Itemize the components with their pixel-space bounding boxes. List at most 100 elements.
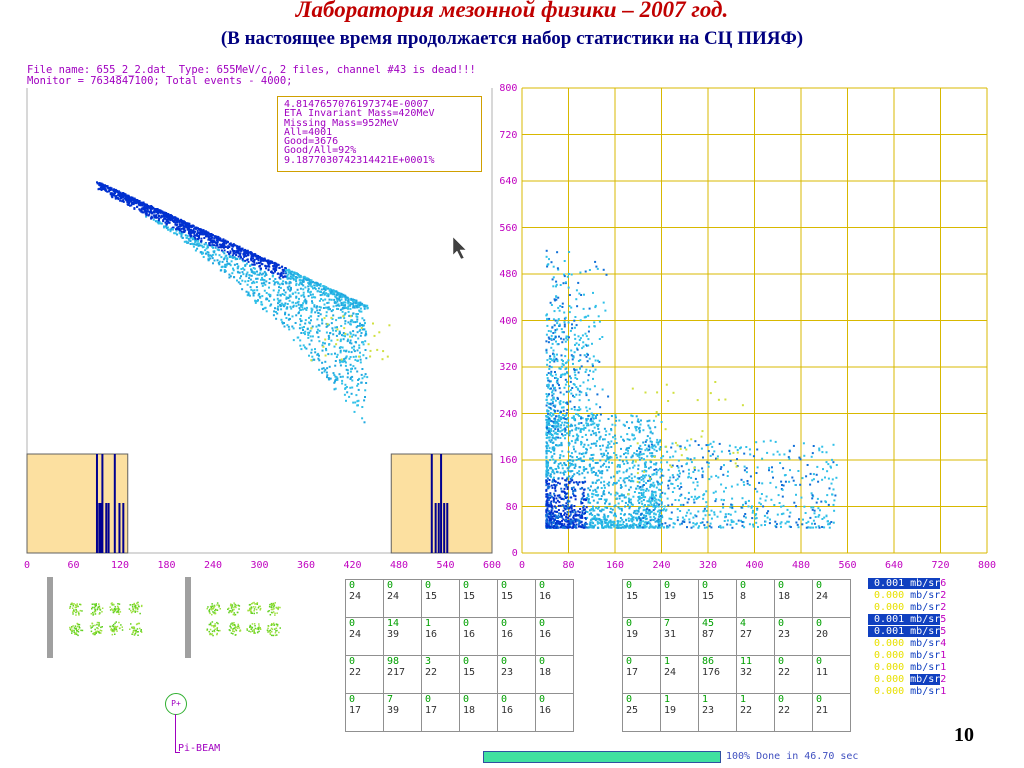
right-scatter-point — [791, 476, 794, 479]
right-scatter-point — [582, 345, 585, 348]
right-scatter-point — [649, 437, 652, 440]
left-scatter-point — [340, 298, 343, 301]
left-scatter-point — [325, 311, 328, 314]
right-scatter-point — [576, 378, 579, 380]
right-scatter-point — [604, 309, 607, 312]
left-scatter-point — [281, 293, 284, 295]
right-scatter-point — [762, 505, 765, 508]
left-scatter-point — [344, 383, 347, 386]
left-scatter-point — [346, 307, 349, 310]
right-scatter-point — [792, 479, 795, 482]
left-scatter-point — [286, 274, 289, 277]
left-scatter-point — [313, 281, 316, 284]
left-scatter-point — [299, 318, 302, 320]
right-scatter-point — [746, 480, 749, 482]
left-scatter-point — [310, 309, 313, 312]
right-scatter-point — [643, 476, 646, 479]
right-scatter-point — [550, 511, 553, 513]
left-scatter-point — [286, 277, 289, 280]
left-scatter-point — [298, 283, 301, 286]
right-scatter-point — [559, 504, 562, 507]
left-scatter-point — [339, 364, 342, 367]
right-scatter-point — [558, 512, 561, 515]
left-scatter-point — [341, 334, 343, 337]
right-scatter-point — [595, 506, 598, 509]
left-scatter-point — [200, 228, 203, 231]
right-scatter-point — [554, 428, 557, 431]
right-scatter-point — [557, 514, 560, 517]
right-scatter-point — [706, 526, 708, 529]
right-scatter-point — [646, 522, 649, 525]
left-scatter-point — [175, 229, 178, 232]
left-scatter-point — [100, 189, 103, 191]
right-scatter-point — [572, 520, 575, 522]
left-scatter-point — [101, 186, 104, 189]
right-scatter-point — [657, 413, 660, 416]
right-scatter-point — [578, 343, 580, 346]
right-scatter-point — [812, 519, 815, 522]
left-scatter-point — [318, 368, 321, 371]
right-scatter-point — [832, 521, 835, 524]
left-scatter-point — [250, 253, 253, 256]
left-scatter-point — [199, 232, 202, 235]
right-scatter-point — [819, 509, 821, 512]
left-scatter-point — [198, 236, 200, 239]
left-scatter-point — [165, 225, 168, 228]
right-scatter-point — [812, 506, 815, 509]
right-scatter-point — [626, 468, 629, 471]
right-scatter-point — [561, 421, 564, 424]
right-scatter-point — [628, 513, 631, 516]
right-scatter-point — [613, 512, 616, 515]
left-scatter-point — [250, 258, 253, 260]
right-scatter-point — [679, 523, 682, 526]
right-scatter-point — [649, 500, 652, 503]
left-scatter-point — [346, 333, 349, 336]
right-scatter-point — [599, 509, 601, 512]
right-scatter-point — [772, 476, 774, 479]
right-scatter-point — [684, 446, 686, 449]
left-scatter-point — [164, 213, 167, 216]
right-scatter-point — [594, 519, 597, 522]
right-scatter-point — [743, 515, 746, 518]
left-scatter-point — [262, 259, 265, 262]
left-scatter-point — [336, 304, 339, 307]
left-scatter-point — [333, 374, 336, 376]
left-scatter-point — [344, 297, 347, 300]
right-scatter-point — [589, 465, 591, 468]
right-scatter-point — [577, 388, 580, 391]
right-scatter-point — [571, 387, 574, 389]
right-scatter-point — [619, 523, 622, 526]
right-scatter-point — [651, 452, 654, 455]
right-scatter-point — [732, 451, 735, 454]
right-scatter-point — [589, 388, 592, 391]
right-scatter-point — [590, 454, 593, 456]
right-scatter-point — [546, 477, 549, 480]
left-scatter-point — [210, 240, 213, 243]
right-scatter-point — [553, 497, 555, 500]
left-scatter-point — [304, 346, 306, 349]
left-scatter-point — [124, 198, 127, 201]
left-scatter-point — [299, 323, 302, 326]
left-scatter-point — [292, 271, 295, 274]
left-scatter-point — [186, 241, 188, 244]
right-scatter-point — [563, 325, 566, 328]
left-scatter-point — [282, 270, 285, 273]
left-scatter-point — [344, 298, 347, 301]
right-scatter-point — [648, 509, 651, 511]
left-scatter-point — [251, 282, 254, 285]
right-scatter-point — [577, 483, 580, 486]
left-scatter-point — [301, 283, 303, 286]
right-x-tick: 800 — [978, 560, 997, 571]
right-scatter-point — [562, 409, 565, 412]
left-scatter-point — [298, 311, 300, 314]
left-scatter-point — [311, 300, 313, 303]
right-scatter-point — [583, 427, 586, 429]
left-scatter-point — [364, 373, 367, 376]
right-scatter-point — [807, 526, 810, 529]
right-scatter-point — [676, 444, 679, 447]
right-scatter-point — [788, 450, 791, 453]
left-scatter-point — [353, 306, 356, 309]
left-scatter-point — [300, 304, 303, 307]
right-scatter-point — [563, 491, 566, 494]
right-scatter-point — [616, 470, 619, 473]
